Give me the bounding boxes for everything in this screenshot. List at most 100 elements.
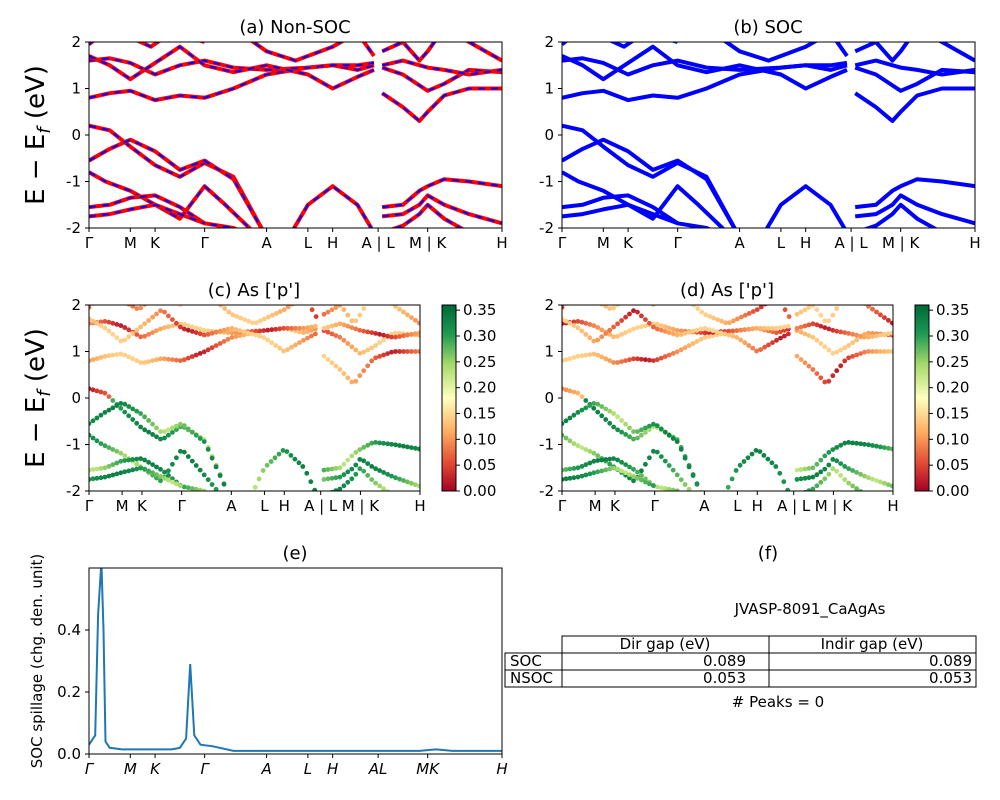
projection-point: [393, 334, 398, 340]
projection-point: [150, 470, 156, 476]
projection-point: [369, 330, 375, 335]
projection-point: [579, 394, 585, 399]
projection-point: [866, 475, 871, 481]
projection-point: [365, 329, 371, 335]
projection-point: [830, 447, 836, 452]
projection-point: [682, 345, 688, 351]
projection-point: [353, 347, 359, 353]
projection-point: [296, 460, 302, 466]
projection-point: [674, 332, 680, 338]
projection-point: [806, 363, 812, 369]
table-row-label-soc: SOC: [510, 652, 542, 670]
projection-point: [89, 316, 92, 322]
y-tick-label: -1: [66, 436, 81, 454]
projection-point: [416, 483, 420, 489]
projection-point: [205, 477, 211, 483]
projection-point: [94, 356, 100, 361]
projection-point: [762, 325, 767, 331]
projection-point: [734, 335, 740, 340]
projection-point: [838, 347, 844, 353]
projection-point: [293, 342, 298, 348]
projection-point: [866, 305, 871, 309]
projection-point: [122, 469, 128, 475]
projection-point: [365, 442, 371, 448]
projection-point: [607, 306, 613, 311]
projection-point: [826, 462, 832, 468]
band-15-soc: [382, 178, 502, 209]
band-17-soc: [862, 202, 938, 228]
projection-point: [205, 332, 211, 337]
projection-point: [690, 473, 696, 478]
projection-point: [361, 458, 367, 464]
projection-point: [818, 469, 824, 475]
projection-point: [658, 323, 664, 328]
projection-point: [619, 429, 624, 435]
projection-point: [277, 345, 283, 351]
projection-point: [563, 476, 569, 482]
projection-point: [146, 468, 152, 474]
projection-point: [810, 486, 816, 491]
projection-point: [193, 432, 199, 438]
x-tick-label: H: [887, 497, 898, 515]
projection-point: [285, 347, 290, 352]
projection-point: [312, 487, 318, 491]
projection-point: [571, 475, 577, 481]
projection-point: [361, 445, 367, 450]
projection-point: [694, 339, 700, 344]
projection-point: [221, 327, 227, 333]
projection-point: [389, 349, 394, 355]
projection-point: [874, 443, 879, 449]
projection-point: [162, 475, 167, 481]
projection-point: [292, 456, 298, 462]
projection-point: [309, 327, 314, 333]
projection-point: [166, 324, 171, 330]
projection-point: [221, 339, 227, 344]
projection-point: [225, 326, 231, 332]
projection-point: [719, 318, 724, 324]
projection-point: [742, 327, 748, 333]
projection-point: [297, 340, 302, 345]
projection-point: [150, 330, 156, 335]
projection-point: [802, 475, 808, 481]
projection-point: [595, 352, 601, 358]
projection-point: [690, 328, 696, 334]
projection-point: [666, 432, 672, 438]
projection-point: [401, 309, 406, 315]
projection-point: [122, 325, 128, 330]
projection-point: [842, 358, 848, 364]
projection-point: [217, 328, 223, 334]
projection-point: [181, 357, 187, 363]
projection-point: [611, 456, 616, 461]
projection-point: [810, 321, 816, 327]
projection-point: [349, 318, 355, 324]
projection-point: [654, 322, 660, 327]
projection-point: [757, 449, 763, 454]
projection-point: [826, 318, 832, 324]
projection-point: [189, 429, 195, 435]
colorbar-tick-label: 0.20: [463, 379, 496, 397]
table-header-dir-gap: Dir gap (eV): [620, 635, 711, 653]
projection-point: [866, 442, 871, 448]
projection-point: [778, 325, 783, 331]
band-12-soc: [854, 65, 975, 93]
projection-point: [201, 349, 207, 355]
projection-point: [273, 326, 279, 332]
band-14-nsoc: [381, 42, 502, 63]
projection-point: [106, 445, 112, 450]
x-tick-label: A: [260, 760, 271, 778]
projection-point: [138, 334, 144, 340]
projection-point: [754, 307, 760, 312]
projection-point: [110, 472, 116, 478]
projection-point: [802, 307, 808, 313]
projection-point: [822, 379, 828, 385]
x-tick-label: M | K: [342, 497, 381, 515]
projection-point: [662, 324, 668, 330]
projection-point: [834, 458, 840, 464]
projection-point: [307, 305, 309, 306]
projection-point: [603, 467, 609, 473]
projection-point: [413, 331, 418, 337]
projection-point: [110, 462, 116, 468]
projection-point: [698, 336, 704, 342]
projection-point: [385, 351, 390, 356]
projection-point: [639, 468, 644, 474]
